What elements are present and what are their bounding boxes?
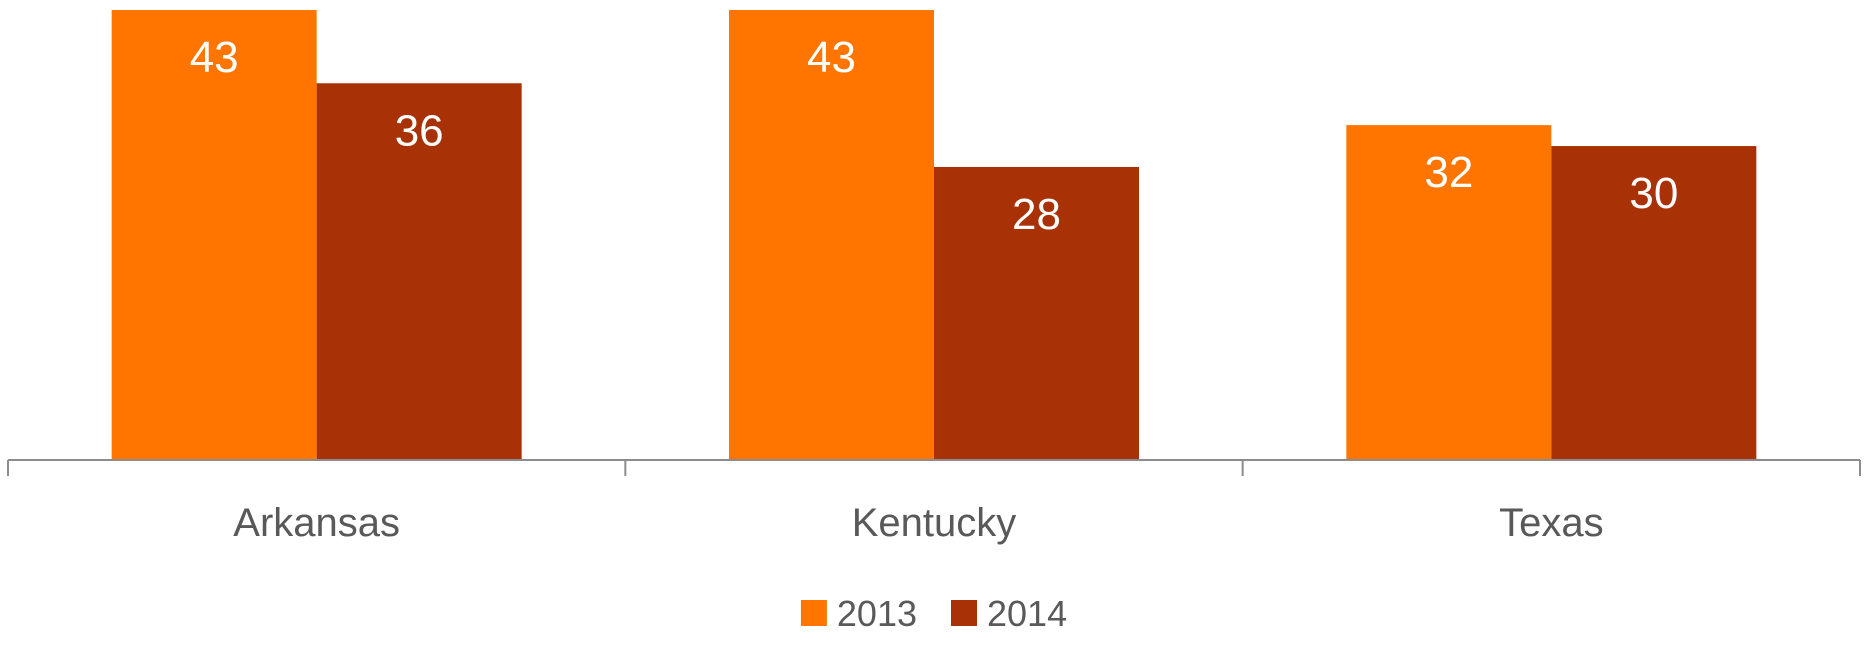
bar-texas-2013 <box>1346 125 1552 461</box>
x-axis-label-arkansas: Arkansas <box>233 501 400 545</box>
data-label-texas-2014: 30 <box>1629 169 1678 218</box>
x-axis-label-kentucky: Kentucky <box>852 501 1017 545</box>
bar-kentucky-2013 <box>729 10 934 460</box>
bar-arkansas-2014 <box>316 83 522 461</box>
data-labels-group: 43 36 43 28 32 30 <box>190 33 1679 239</box>
legend: 2013 2014 <box>800 593 1067 634</box>
bars-group <box>111 10 1757 461</box>
bar-texas-2014 <box>1551 146 1757 460</box>
x-axis-labels: Arkansas Kentucky Texas <box>233 501 1603 545</box>
data-label-kentucky-2013: 43 <box>807 33 856 82</box>
data-label-arkansas-2013: 43 <box>190 33 239 82</box>
bar-arkansas-2013 <box>111 10 317 460</box>
legend-label-2013: 2013 <box>837 593 917 634</box>
x-axis-ticks <box>7 460 1861 476</box>
legend-swatch-2014 <box>951 600 977 626</box>
bar-kentucky-2014 <box>934 166 1139 460</box>
data-label-kentucky-2014: 28 <box>1012 190 1061 239</box>
legend-label-2014: 2014 <box>987 593 1067 634</box>
data-label-arkansas-2014: 36 <box>395 106 444 155</box>
data-label-texas-2013: 32 <box>1424 148 1473 197</box>
x-axis-label-texas: Texas <box>1499 501 1604 545</box>
legend-swatch-2013 <box>800 600 827 626</box>
